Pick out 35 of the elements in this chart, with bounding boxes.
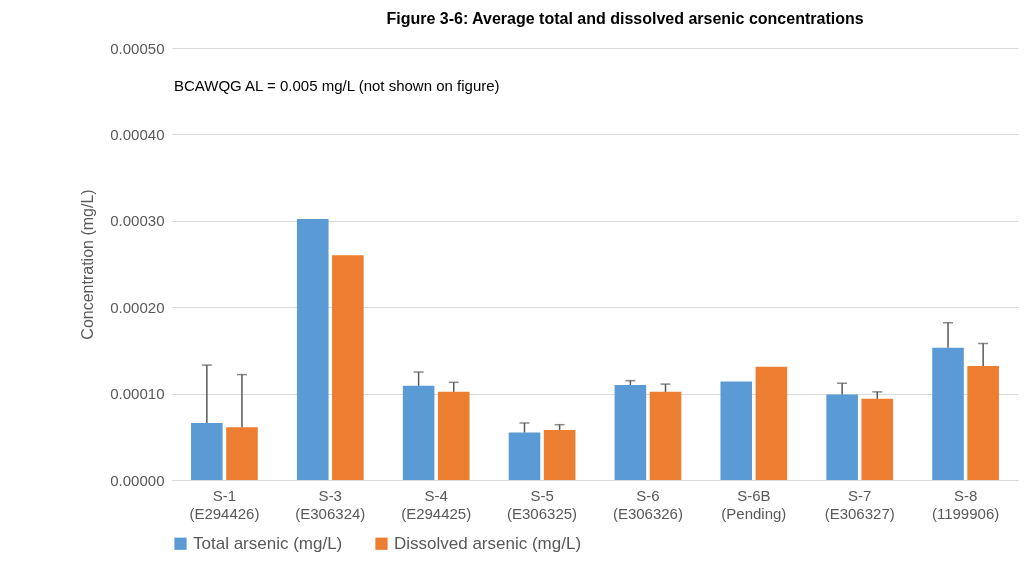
x-tick-label: S-8 (1199906): [931, 486, 1000, 522]
x-tick-label: S-6B (Pending): [721, 486, 787, 522]
y-tick-label: 0.00040: [110, 125, 165, 143]
bar: [755, 366, 788, 480]
bar: [402, 385, 435, 480]
x-tick-label: S-5 (E306325): [507, 486, 578, 522]
bar: [861, 398, 894, 480]
bar: [226, 427, 258, 480]
y-tick-label: 0.00020: [110, 298, 165, 316]
y-tick-label: 0.00030: [110, 212, 165, 230]
bar: [826, 394, 858, 480]
bar: [296, 219, 329, 480]
y-tick-label: 0.00010: [110, 385, 165, 403]
bar: [720, 381, 753, 480]
y-tick-label: 0.00000: [110, 471, 165, 489]
bar: [191, 422, 223, 480]
bar: [437, 391, 470, 480]
x-tick-label: S-6 (E306326): [612, 486, 683, 522]
bar: [508, 432, 541, 480]
legend-label: Total arsenic (mg/L): [193, 533, 343, 553]
x-tick-label: S-3 (E306324): [295, 486, 366, 522]
bar: [543, 429, 576, 480]
bar: [967, 365, 999, 480]
x-tick-label: S-1 (E294426): [189, 486, 260, 522]
bar: [932, 347, 964, 480]
bar: [649, 391, 682, 480]
bar: [332, 255, 364, 480]
legend-label: Dissolved arsenic (mg/L): [394, 533, 582, 553]
y-axis-title: Concentration (mg/L): [79, 189, 97, 340]
chart-title: Figure 3-6: Average total and dissolved arsenic concentrations: [386, 10, 864, 27]
annotation: BCAWQG AL = 0.005 mg/L (not shown on figure): [174, 77, 500, 94]
x-tick-label: S-7 (E306327): [824, 486, 895, 522]
bar: [614, 384, 647, 480]
y-tick-label: 0.00050: [110, 39, 165, 57]
x-tick-label: S-4 (E294425): [401, 486, 472, 522]
